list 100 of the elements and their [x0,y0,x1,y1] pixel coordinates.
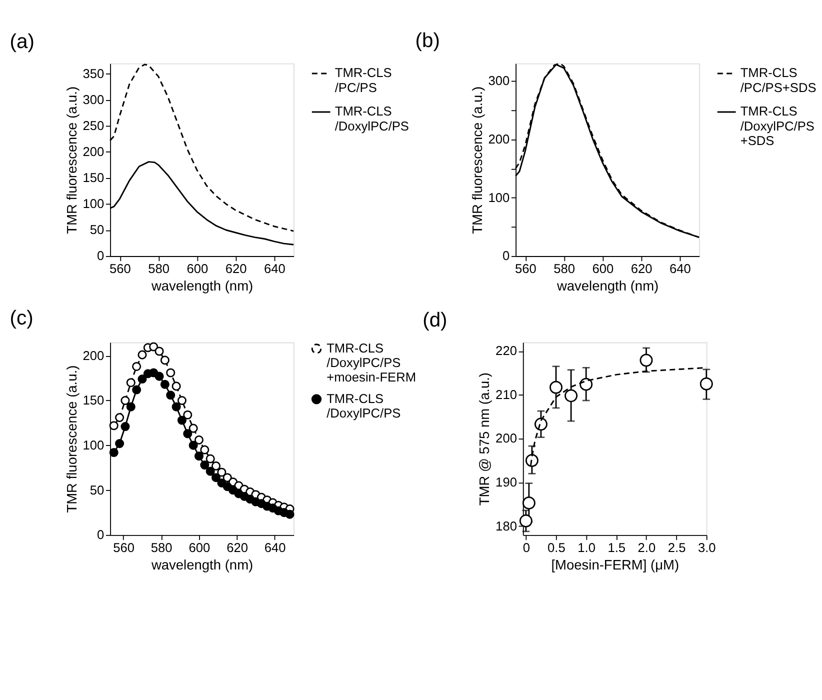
x-tick-label: 600 [186,261,208,276]
point [160,356,170,365]
y-tick-label: 150 [82,392,104,408]
point [109,421,118,430]
x-tick-label: 560 [514,261,536,276]
point [285,510,294,519]
y-tick-label: 0 [96,527,104,542]
point [149,342,158,352]
point [132,385,142,394]
point [115,439,124,448]
x-tick-label: 620 [630,261,652,276]
legend-label: TMR-CLS /PC/PS [334,65,392,95]
x-tick-label: 580 [150,540,172,555]
y-tick-label: 200 [496,430,517,446]
point [522,496,536,510]
point [109,448,118,458]
y-tick-label: 190 [496,474,517,490]
point [172,382,181,391]
point [200,445,210,454]
x-tick-label: 620 [225,261,247,276]
point [183,410,192,420]
point [200,460,210,470]
point [188,424,198,433]
y-tick-label: 180 [496,518,517,534]
x-axis-title: wavelength (nm) [556,278,659,294]
y-tick-label: 150 [82,170,104,186]
x-tick-label: 0 [522,540,530,555]
x-tick-label: 580 [148,261,170,276]
point [550,380,563,394]
x-tick-label: 560 [110,261,131,276]
point [206,466,215,476]
point [580,378,593,391]
point [700,377,713,390]
x-tick-label: 1.0 [578,540,596,555]
point [194,452,204,461]
y-tick-label: 300 [488,73,510,88]
point [519,514,532,528]
point [640,354,653,367]
y-tick-label: 250 [82,118,104,133]
y-tick-label: 100 [82,196,104,212]
x-tick-label: 620 [226,540,248,555]
y-tick-label: 200 [82,348,104,363]
x-tick-label: 0.5 [548,540,566,555]
chart-title: (a) [10,30,34,53]
point [138,350,147,360]
point [126,402,136,412]
y-axis-title: TMR fluorescence (a.u.) [64,86,80,234]
x-tick-label: 3.0 [698,540,716,555]
point [177,396,186,406]
legend-label: TMR-CLS /DoxylPC/PS [326,390,401,421]
x-axis-title: [Moesin-FERM] (μM) [551,557,680,572]
y-tick-label: 210 [496,386,517,402]
point [564,389,578,402]
x-axis-title: wavelength (nm) [150,557,254,572]
y-tick-label: 350 [82,66,104,81]
legend-label: TMR-CLS /DoxylPC/PS +moesin-FERM [326,340,416,385]
point [166,368,176,378]
legend-label: TMR-CLS /DoxylPC/PS +SDS [740,104,814,148]
y-tick-label: 200 [488,131,510,146]
x-axis-title: wavelength (nm) [150,278,254,294]
x-tick-label: 640 [264,540,286,555]
x-tick-label: 560 [113,540,134,555]
point [132,362,142,371]
point [126,378,136,388]
y-tick-label: 0 [96,248,104,264]
x-tick-label: 640 [264,261,286,276]
y-tick-label: 50 [90,482,104,498]
y-axis-title: TMR fluorescence (a.u.) [470,86,485,234]
legend-label: TMR-CLS /DoxylPC/PS [334,104,409,134]
y-axis-title: TMR fluorescence (a.u.) [64,365,80,513]
point [183,429,192,438]
x-tick-label: 2.5 [668,540,686,555]
point [177,416,186,425]
chart-title: (b) [415,30,440,52]
point [154,372,164,381]
point [211,461,221,470]
point [160,380,170,389]
x-tick-label: 600 [188,540,210,555]
y-tick-label: 0 [502,248,510,264]
point [120,422,130,432]
x-tick-label: 600 [592,261,614,276]
point [194,435,204,444]
y-tick-label: 100 [82,437,104,452]
x-tick-label: 580 [554,261,576,276]
point [211,473,221,482]
point [138,374,147,384]
x-tick-label: 2.0 [638,540,656,555]
chart-title: (c) [10,308,34,330]
point [154,346,164,356]
point [206,454,215,464]
x-tick-label: 1.5 [608,540,626,555]
y-axis-title: TMR @ 575 nm (a.u.) [477,372,492,506]
point [166,390,176,400]
point [525,454,538,467]
y-tick-label: 200 [82,144,104,160]
y-tick-label: 100 [488,190,510,205]
point [172,402,181,412]
y-tick-label: 50 [90,222,104,238]
point [120,396,130,406]
legend-label: TMR-CLS /PC/PS+SDS [740,65,816,95]
